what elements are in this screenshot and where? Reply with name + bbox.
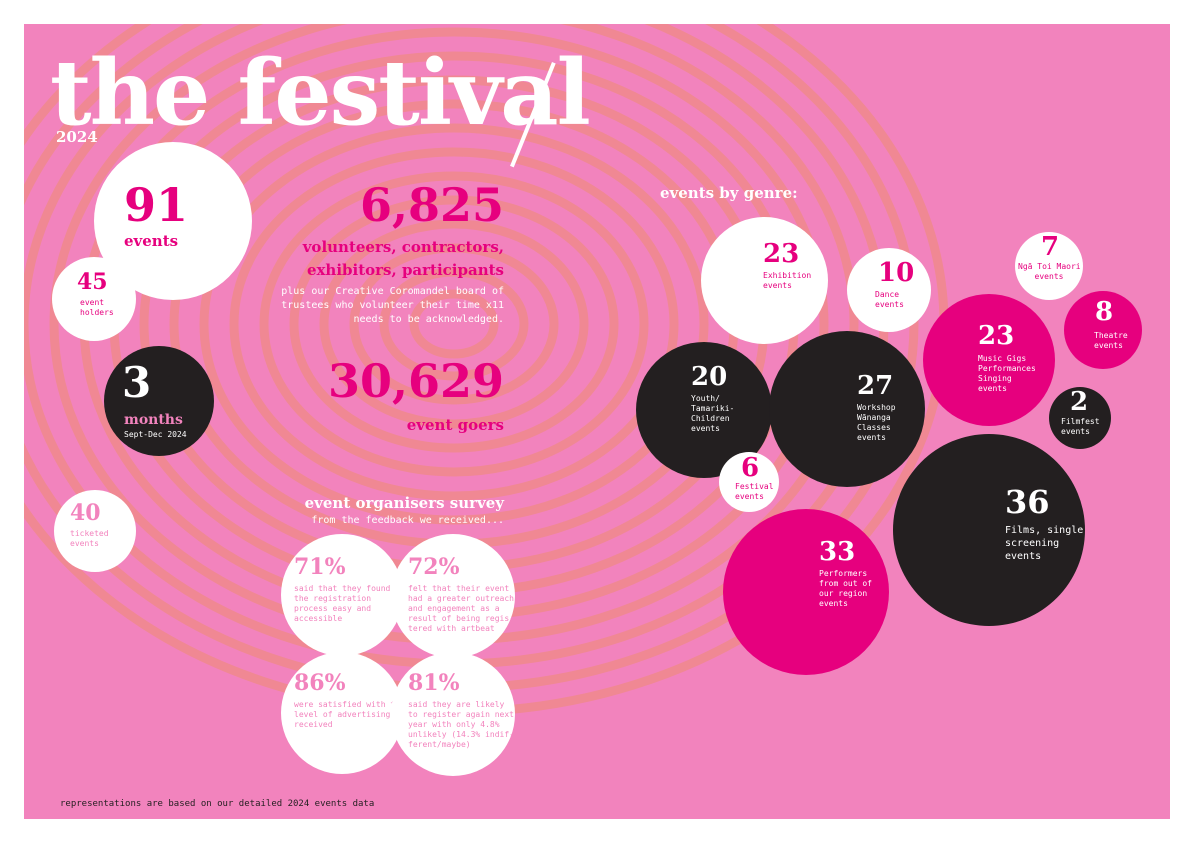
genre-nga-toi: 7 Ngā Toi Maori events: [1015, 232, 1083, 300]
ticketed-count: 40: [70, 500, 101, 526]
genre-value: 10: [878, 258, 915, 288]
genre-label: Performers from out of our region events: [819, 569, 872, 608]
goers-count: 30,629: [327, 354, 504, 408]
months-range: Sept-Dec 2024: [124, 430, 187, 439]
goers-label: event goers: [406, 416, 504, 434]
genre-value: 2: [1070, 387, 1089, 417]
survey-item-1: 71% said that they found the registratio…: [281, 534, 403, 656]
genre-workshop: 27 Workshop Wānanga Classes events: [769, 331, 925, 487]
survey-subtitle: from the feedback we received...: [311, 515, 504, 526]
genre-value: 20: [691, 362, 728, 392]
events-count: 91: [124, 178, 189, 232]
survey-text: said that they found the registration pr…: [294, 584, 391, 623]
genre-dance: 10 Dance events: [847, 248, 931, 332]
genre-value: 8: [1095, 297, 1114, 327]
footer-note: representations are based on our detaile…: [60, 799, 375, 809]
genre-value: 27: [857, 371, 894, 401]
year-label: 2024: [56, 128, 98, 146]
genre-label: Youth/ Tamariki- Children events: [691, 394, 735, 433]
genre-label: Theatre events: [1094, 331, 1128, 350]
survey-pct: 81%: [408, 670, 460, 696]
months-count: 3: [122, 358, 152, 407]
genre-value: 7: [1041, 232, 1060, 262]
genre-filmfest: 2 Filmfest events: [1049, 387, 1111, 449]
survey-title: event organisers survey: [304, 494, 504, 512]
ticketed-circle: 40 ticketed events: [54, 490, 136, 572]
survey-pct: 86%: [294, 670, 346, 696]
ticketed-label: ticketed events: [70, 529, 109, 548]
survey-item-2: 72% felt that their event had a greater …: [391, 534, 515, 658]
poster-panel: the festival 2024 91 events 45 event hol…: [24, 24, 1170, 819]
months-circle: 3 months Sept-Dec 2024: [104, 346, 214, 456]
genre-value: 33: [819, 537, 856, 567]
events-circle: 91 events: [94, 142, 252, 300]
genre-heading: events by genre:: [660, 184, 798, 202]
survey-item-4: 81% said they are likely to register aga…: [391, 652, 515, 776]
genre-value: 36: [1005, 483, 1050, 521]
survey-text: felt that their event had a greater outr…: [408, 584, 514, 633]
survey-text: were satisfied with the level of adverti…: [294, 700, 405, 729]
genre-value: 6: [741, 453, 760, 483]
holders-label: event holders: [80, 298, 114, 317]
genre-label: Films, single screening events: [1005, 525, 1084, 562]
holders-circle: 45 event holders: [52, 257, 136, 341]
genre-label: Dance events: [875, 290, 904, 309]
volunteers-note: plus our Creative Coromandel board of tr…: [281, 286, 504, 325]
genre-label: Workshop Wānanga Classes events: [857, 403, 896, 442]
genre-value: 23: [763, 239, 800, 269]
genre-festival: 6 Festival events: [719, 452, 779, 512]
genre-label: Filmfest events: [1061, 417, 1100, 436]
events-label: events: [124, 232, 179, 250]
genre-performers: 33 Performers from out of our region eve…: [723, 509, 889, 675]
genre-music: 23 Music Gigs Performances Singing event…: [923, 294, 1055, 426]
survey-pct: 71%: [294, 554, 346, 580]
genre-exhibition: 23 Exhibition events: [701, 217, 828, 344]
survey-text: said they are likely to register again n…: [408, 700, 514, 749]
months-label: months: [124, 412, 183, 428]
volunteers-label-2: exhibitors, participants: [306, 261, 504, 279]
survey-pct: 72%: [408, 554, 460, 580]
genre-theatre: 8 Theatre events: [1064, 291, 1142, 369]
genre-films: 36 Films, single screening events: [893, 434, 1085, 626]
genre-label: Exhibition events: [763, 271, 812, 290]
holders-count: 45: [77, 269, 108, 295]
survey-item-3: 86% were satisfied with the level of adv…: [281, 652, 405, 774]
genre-value: 23: [978, 321, 1015, 351]
volunteers-label-1: volunteers, contractors,: [302, 238, 504, 256]
genre-label: Ngā Toi Maori events: [1018, 262, 1081, 281]
volunteers-count: 6,825: [359, 178, 504, 232]
page-title: the festival: [50, 40, 591, 146]
genre-label: Music Gigs Performances Singing events: [978, 354, 1036, 393]
genre-label: Festival events: [735, 482, 774, 501]
